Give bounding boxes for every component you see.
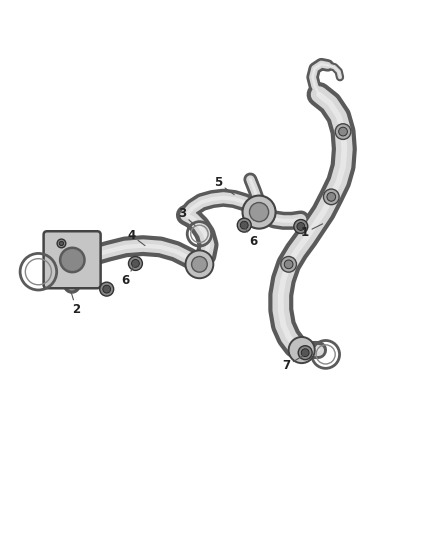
FancyBboxPatch shape [44,231,101,288]
Circle shape [297,223,305,230]
Circle shape [339,127,347,136]
Text: 5: 5 [214,176,234,195]
Text: 2: 2 [71,292,80,316]
Circle shape [301,349,309,357]
Text: 6: 6 [121,263,135,287]
Circle shape [237,218,251,232]
Circle shape [191,256,207,272]
Circle shape [298,346,312,360]
Circle shape [57,239,66,248]
Circle shape [250,203,268,222]
Circle shape [100,282,114,296]
Text: 7: 7 [283,354,305,372]
Circle shape [60,248,85,272]
Circle shape [327,192,336,201]
Circle shape [240,221,248,229]
Text: 6: 6 [244,227,257,248]
Circle shape [289,337,315,363]
Circle shape [284,260,293,269]
Circle shape [335,124,351,140]
Text: 3: 3 [178,207,195,225]
Circle shape [294,220,308,233]
Text: 1: 1 [301,224,322,239]
Circle shape [323,189,339,205]
Circle shape [185,251,213,278]
Text: 4: 4 [127,229,145,246]
Circle shape [59,241,64,246]
Circle shape [281,256,297,272]
Circle shape [128,256,142,270]
Circle shape [243,196,276,229]
Circle shape [131,260,139,268]
Circle shape [103,285,111,293]
